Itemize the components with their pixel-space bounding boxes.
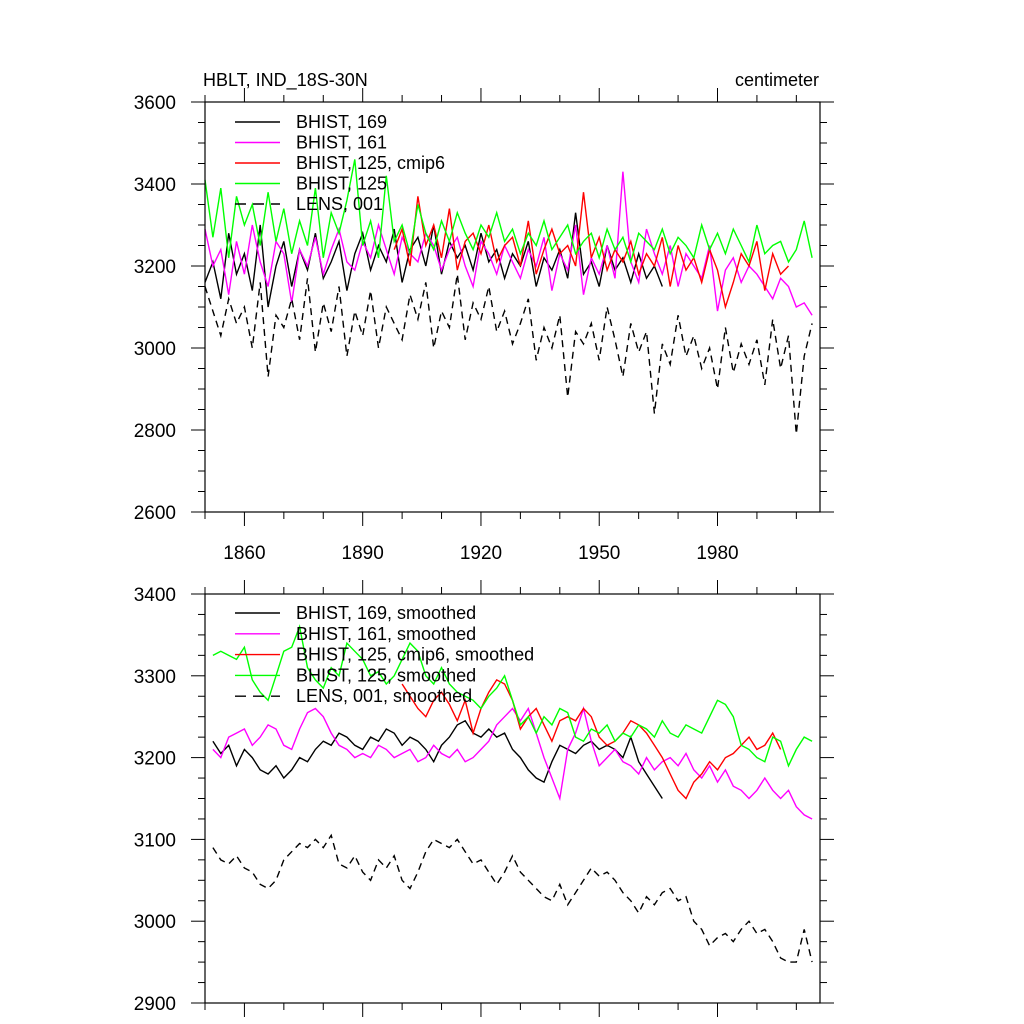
- legend-label: BHIST, 125, cmip6: [296, 153, 445, 173]
- legend-label: BHIST, 125, cmip6, smoothed: [296, 645, 534, 665]
- y-tick-label: 2800: [134, 421, 176, 442]
- panel-2: 2900 3000 3100 3200 3300 3400 BHIST, 169, smoo…: [134, 580, 834, 1017]
- y-tick-label: 2600: [134, 503, 176, 524]
- y-tick-label: 3000: [134, 912, 176, 933]
- y-tick-label: 3000: [134, 339, 176, 360]
- legend-label: BHIST, 169, smoothed: [296, 603, 476, 623]
- y-tick-label: 2900: [134, 994, 176, 1015]
- series-line-3: [401, 678, 782, 800]
- y-tick-label: 3400: [134, 585, 176, 606]
- x-tick-label: 1980: [696, 543, 738, 564]
- panel-1: 2600 2800 3000 3200 3400 3600 1860 1890 1920 1950…: [134, 70, 834, 564]
- y-tick-label: 3200: [134, 257, 176, 278]
- y-tick-label: 3600: [134, 93, 176, 114]
- x-tick-label: 1890: [342, 543, 384, 564]
- series-line-5: [212, 833, 813, 963]
- units-label: centimeter: [735, 70, 819, 90]
- legend-label: BHIST, 161, smoothed: [296, 624, 476, 644]
- legend-label: BHIST, 125: [296, 174, 387, 194]
- x-tick-label: 1920: [460, 543, 502, 564]
- series-line-3: [393, 192, 790, 310]
- y-tick-label: 3400: [134, 175, 176, 196]
- series-line-2: [204, 171, 813, 316]
- series-line-4: [204, 159, 813, 265]
- legend-label: BHIST, 169: [296, 112, 387, 132]
- series-line-4: [212, 624, 813, 768]
- x-tick-label: 1950: [578, 543, 620, 564]
- legend-label: BHIST, 161: [296, 133, 387, 153]
- y-tick-label: 3200: [134, 749, 176, 770]
- legend-label: LENS, 001, smoothed: [296, 686, 472, 706]
- legend-label: BHIST, 125, smoothed: [296, 665, 476, 685]
- y-tick-label: 3300: [134, 667, 176, 688]
- series-line-1: [212, 719, 663, 799]
- series-line-5: [204, 274, 813, 435]
- legend-label: LENS, 001: [296, 194, 383, 214]
- x-tick-label: 1860: [223, 543, 265, 564]
- y-tick-label: 3100: [134, 830, 176, 851]
- chart-title: HBLT, IND_18S-30N: [203, 70, 368, 91]
- series-line-2: [212, 705, 813, 820]
